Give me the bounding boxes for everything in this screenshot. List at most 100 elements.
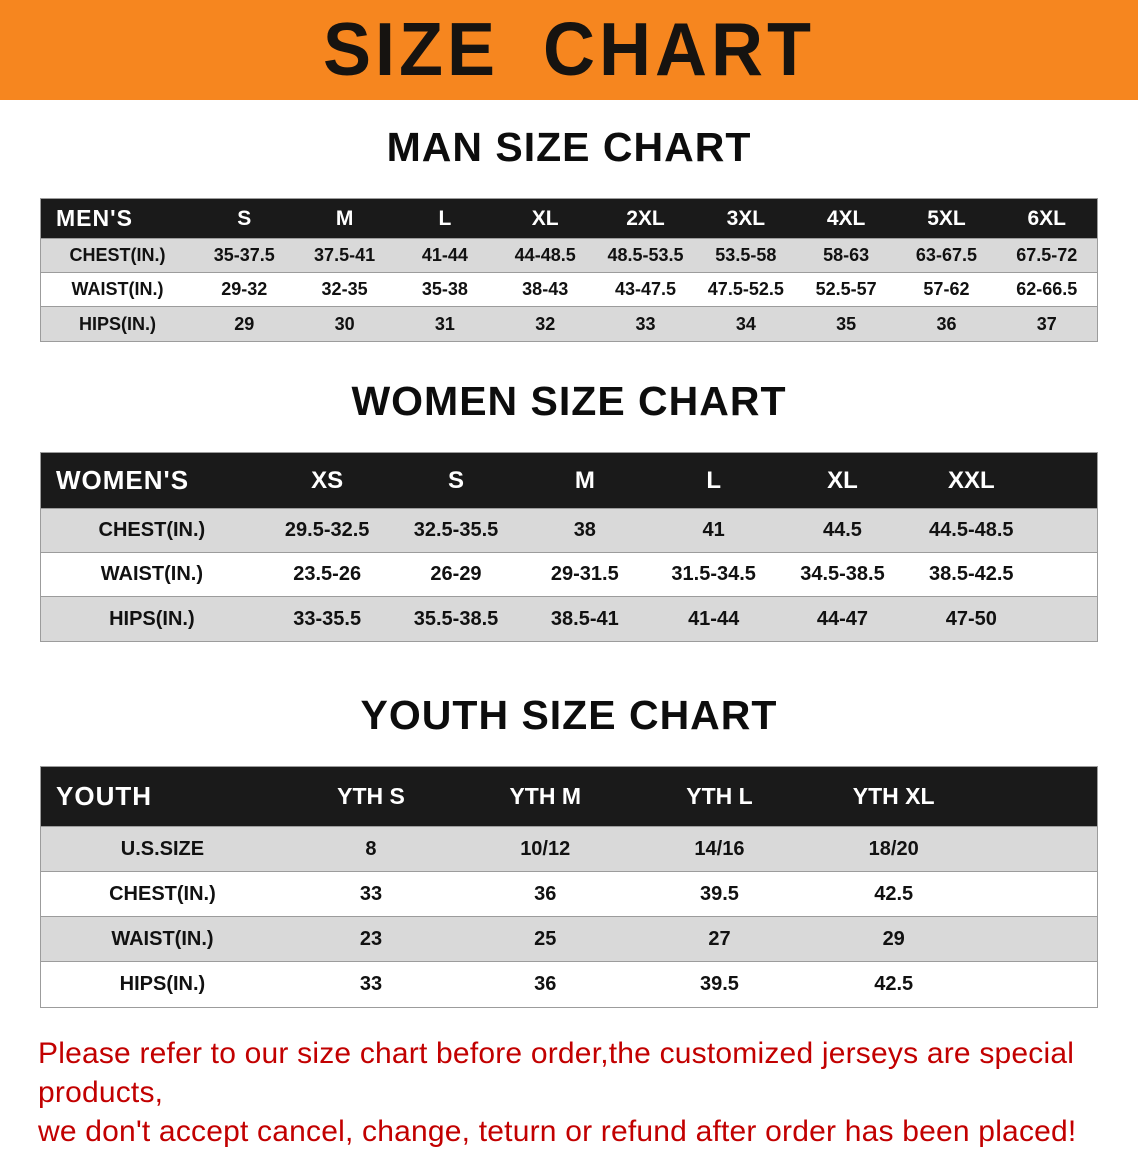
table-header-row: YOUTH YTH S YTH M YTH L YTH XL — [41, 767, 1097, 827]
disclaimer: Please refer to our size chart before or… — [0, 1034, 1138, 1151]
size-value-cell: 32 — [535, 313, 556, 334]
size-value-cell: 37 — [1036, 313, 1057, 334]
size-value-cell: 47.5-52.5 — [707, 279, 784, 299]
size-value-cell: 44-48.5 — [514, 245, 576, 265]
size-value-cell: 34 — [735, 313, 756, 334]
size-value-cell: 67.5-72 — [1016, 245, 1078, 265]
size-value-cell: 42.5 — [874, 882, 914, 905]
size-column-header: L — [438, 206, 452, 230]
size-value-cell: 47-50 — [945, 607, 997, 630]
size-column-header: YTH XL — [852, 783, 935, 809]
table-title-cell: YOUTH — [56, 781, 152, 811]
table-row: CHEST(IN.) 29.5-32.5 32.5-35.5 38 41 44.5 44.5… — [41, 509, 1097, 553]
banner: SIZE CHART — [0, 0, 1138, 100]
women-section-heading: WOMEN SIZE CHART — [351, 378, 787, 424]
row-label-cell: HIPS(IN.) — [79, 313, 157, 334]
size-value-cell: 33 — [359, 973, 383, 995]
size-value-cell: 10/12 — [520, 837, 571, 860]
size-value-cell: 41-44 — [421, 245, 468, 265]
table-row: HIPS(IN.) 29 30 31 32 33 34 35 36 37 — [41, 307, 1097, 341]
size-value-cell: 37.5-41 — [314, 245, 376, 265]
size-column-header: XL — [531, 206, 559, 230]
size-column-header: 5XL — [927, 206, 966, 230]
row-label-cell: U.S.SIZE — [120, 837, 205, 860]
size-value-cell: 33 — [635, 313, 656, 334]
size-value-cell: 29 — [882, 927, 905, 950]
size-column-header: 3XL — [726, 206, 766, 230]
size-value-cell: 38.5-42.5 — [929, 563, 1014, 585]
size-value-cell: 23.5-26 — [293, 563, 362, 585]
row-label-cell: CHEST(IN.) — [69, 245, 166, 265]
youth-section-heading: YOUTH SIZE CHART — [360, 692, 778, 738]
size-value-cell: 36 — [534, 973, 557, 995]
size-value-cell: 44.5-48.5 — [929, 519, 1014, 541]
size-value-cell: 52.5-57 — [815, 279, 877, 299]
size-column-header: YTH M — [509, 783, 581, 809]
men-section-heading: MAN SIZE CHART — [386, 124, 752, 170]
size-value-cell: 63-67.5 — [915, 245, 977, 265]
size-column-header: XL — [827, 466, 858, 494]
size-value-cell: 35 — [836, 313, 857, 334]
size-value-cell: 39.5 — [699, 973, 739, 995]
table-header-row: WOMEN'S XS S M L XL XXL — [41, 453, 1097, 509]
size-value-cell: 33-35.5 — [293, 607, 362, 630]
table-row: HIPS(IN.) 33-35.5 35.5-38.5 38.5-41 41-44 44-… — [41, 597, 1097, 641]
size-value-cell: 42.5 — [874, 973, 914, 995]
table-title-cell: MEN'S — [56, 205, 133, 231]
size-value-cell: 29 — [234, 313, 255, 334]
size-value-cell: 62-66.5 — [1016, 279, 1078, 299]
size-column-header: S — [237, 206, 252, 230]
size-value-cell: 39.5 — [699, 882, 739, 905]
size-value-cell: 38-43 — [522, 279, 569, 299]
size-value-cell: 31 — [434, 313, 455, 334]
size-column-header: L — [706, 466, 721, 494]
size-value-cell: 58-63 — [823, 245, 870, 265]
table-row: HIPS(IN.) 33 36 39.5 42.5 — [41, 962, 1097, 1007]
section-women: WOMEN SIZE CHART WOMEN'S XS S M L XL XXL CHEST(… — [0, 378, 1138, 642]
size-value-cell: 35-38 — [421, 279, 468, 299]
size-value-cell: 18/20 — [868, 837, 919, 860]
row-label-cell: CHEST(IN.) — [109, 882, 216, 905]
table-title-cell: WOMEN'S — [56, 465, 190, 495]
size-column-header: M — [335, 206, 354, 230]
size-value-cell: 35.5-38.5 — [413, 607, 499, 630]
row-label-cell: WAIST(IN.) — [111, 927, 214, 950]
size-value-cell: 41 — [702, 519, 725, 541]
size-value-cell: 43-47.5 — [614, 279, 677, 299]
section-men: MAN SIZE CHART MEN'S S M L XL 2XL 3XL 4XL 5XL 6XL… — [0, 124, 1138, 342]
table-row: U.S.SIZE 8 10/12 14/16 18/20 — [41, 827, 1097, 872]
row-label-cell: CHEST(IN.) — [98, 519, 206, 541]
size-column-header: XS — [311, 466, 344, 494]
size-value-cell: 8 — [365, 837, 377, 860]
disclaimer-line-1: Please refer to our size chart before or… — [38, 1037, 1075, 1109]
table-row: WAIST(IN.) 23.5-26 26-29 29-31.5 31.5-34.5 34… — [41, 553, 1097, 597]
size-value-cell: 34.5-38.5 — [800, 563, 885, 585]
size-value-cell: 38 — [573, 519, 596, 541]
size-value-cell: 25 — [534, 927, 557, 950]
table-row: WAIST(IN.) 23 25 27 29 — [41, 917, 1097, 962]
size-value-cell: 36 — [534, 882, 557, 905]
table-row: CHEST(IN.) 33 36 39.5 42.5 — [41, 872, 1097, 917]
size-value-cell: 23 — [359, 927, 383, 950]
size-value-cell: 44.5 — [823, 519, 862, 541]
size-column-header: M — [574, 466, 595, 494]
size-value-cell: 14/16 — [694, 837, 745, 860]
size-column-header: 2XL — [626, 206, 665, 230]
size-column-header: YTH S — [337, 783, 405, 809]
size-value-cell: 26-29 — [430, 563, 482, 585]
size-value-cell: 32.5-35.5 — [413, 519, 499, 541]
row-label-cell: HIPS(IN.) — [119, 973, 206, 995]
size-value-cell: 53.5-58 — [715, 245, 777, 265]
size-value-cell: 41-44 — [688, 607, 740, 630]
size-column-header: XXL — [947, 466, 995, 494]
size-value-cell: 30 — [334, 313, 355, 334]
size-value-cell: 29-32 — [221, 279, 268, 299]
size-value-cell: 36 — [936, 313, 957, 334]
men-size-table: MEN'S S M L XL 2XL 3XL 4XL 5XL 6XL CHEST(IN.) 35-37… — [40, 198, 1098, 342]
size-value-cell: 57-62 — [923, 279, 970, 299]
row-label-cell: WAIST(IN.) — [71, 279, 164, 299]
row-label-cell: HIPS(IN.) — [109, 607, 195, 630]
size-value-cell: 38.5-41 — [550, 607, 619, 630]
row-label-cell: WAIST(IN.) — [100, 563, 203, 585]
size-value-cell: 32-35 — [321, 279, 368, 299]
